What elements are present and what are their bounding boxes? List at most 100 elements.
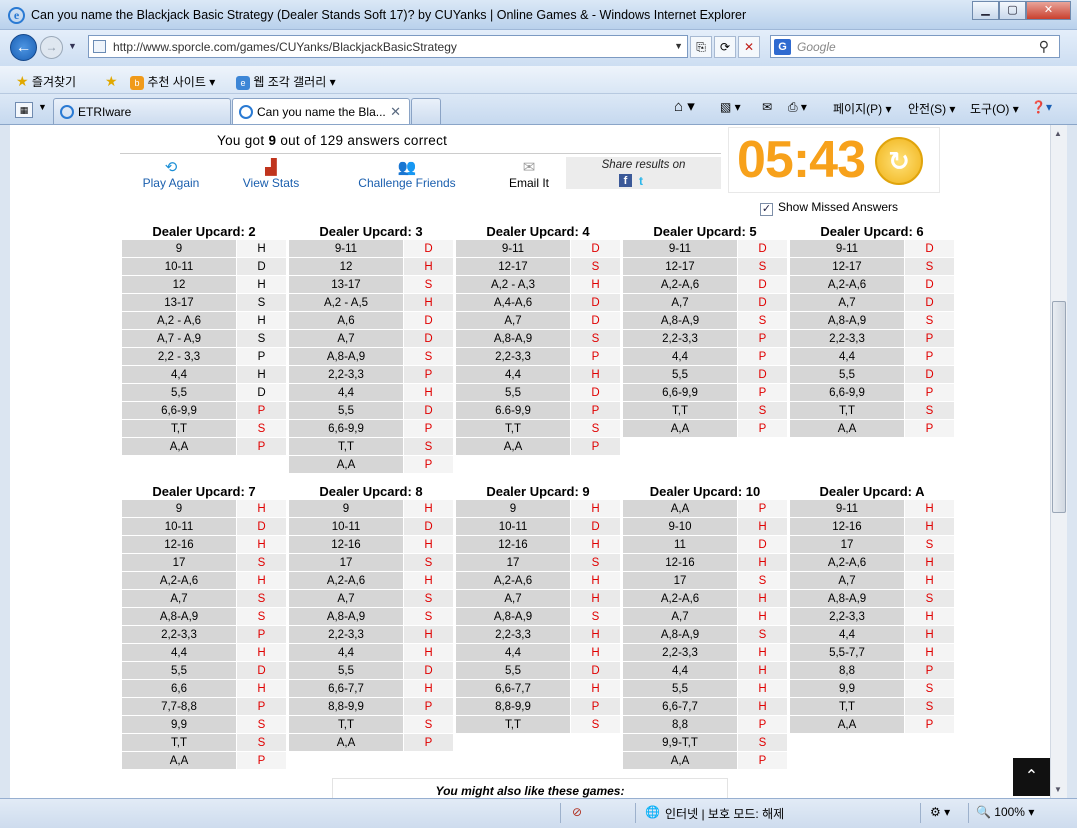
replay-icon[interactable]: ↻: [875, 137, 923, 185]
address-dropdown-icon[interactable]: ▼: [674, 41, 683, 51]
action-cell: S: [905, 402, 954, 419]
table-row: 6,6 H: [122, 680, 286, 698]
address-url[interactable]: http://www.sporcle.com/games/CUYanks/Bla…: [113, 40, 457, 54]
action-cell: S: [237, 420, 286, 437]
action-cell: H: [404, 294, 453, 311]
action-cell: H: [404, 536, 453, 553]
action-cell: D: [237, 258, 286, 275]
table-row: A,7 S: [289, 590, 453, 608]
forward-button[interactable]: →: [40, 36, 63, 59]
table-row: 12 H: [289, 258, 453, 276]
hand-cell: 9,9-T,T: [623, 734, 738, 751]
table-row: A,2-A,6 H: [790, 554, 954, 572]
action-cell: P: [738, 752, 787, 769]
hand-cell: 2,2-3,3: [623, 644, 738, 661]
action-cell: S: [905, 590, 954, 607]
score-text: You got 9 out of 129 answers correct: [217, 133, 448, 148]
search-box[interactable]: G Google ⚲: [770, 35, 1060, 58]
action-cell: D: [571, 240, 620, 257]
strategy-table: Dealer Upcard: 3 9-11 D 12 H 13-17 S A,2 - A,5 H…: [289, 223, 453, 474]
suggested-sites-link[interactable]: b 추천 사이트 ▾: [130, 73, 215, 90]
hand-cell: 2,2-3,3: [790, 330, 905, 347]
scrollbar-thumb[interactable]: [1052, 301, 1066, 513]
action-cell: D: [905, 240, 954, 257]
close-window-button[interactable]: ✕: [1026, 1, 1071, 20]
hand-cell: 4,4: [623, 348, 738, 365]
refresh-icon[interactable]: ⟳: [714, 36, 736, 58]
action-cell: S: [571, 608, 620, 625]
facebook-icon[interactable]: f: [619, 174, 632, 187]
tools-menu[interactable]: 도구(O) ▾: [970, 102, 1019, 116]
action-cell: S: [237, 294, 286, 311]
play-again-link[interactable]: ⟲ Play Again: [137, 158, 205, 190]
hand-cell: A,2 - A,3: [456, 276, 571, 293]
table-row: A,A P: [623, 420, 787, 438]
help-icon[interactable]: ❓▾: [1031, 100, 1052, 114]
hand-cell: 11: [623, 536, 738, 553]
table-row: 6,6-7,7 H: [623, 698, 787, 716]
view-stats-link[interactable]: ▟ View Stats: [238, 158, 304, 190]
show-missed-checkbox[interactable]: ✓ Show Missed Answers: [760, 200, 899, 216]
tab-sporcle[interactable]: Can you name the Bla... ✕: [232, 98, 410, 124]
checkbox-checked-icon[interactable]: ✓: [760, 203, 773, 216]
hand-cell: A,7: [623, 294, 738, 311]
address-bar[interactable]: http://www.sporcle.com/games/CUYanks/Bla…: [88, 35, 688, 58]
feeds-icon[interactable]: ▧ ▾: [720, 100, 741, 114]
minimize-button[interactable]: ▁: [972, 1, 999, 20]
search-icon[interactable]: ⚲: [1038, 38, 1049, 54]
tab-etriware[interactable]: ETRIware: [53, 98, 231, 124]
hand-cell: 2,2-3,3: [456, 626, 571, 643]
challenge-friends-link[interactable]: 👥 Challenge Friends: [352, 158, 462, 190]
quick-tabs-icon[interactable]: ▦: [15, 102, 33, 118]
action-cell: S: [571, 258, 620, 275]
tab-list-dropdown-icon[interactable]: ▼: [38, 102, 47, 112]
hand-cell: 12: [289, 258, 404, 275]
scroll-up-icon[interactable]: ▲: [1054, 129, 1062, 138]
hand-cell: A,2 - A,5: [289, 294, 404, 311]
hand-cell: 4,4: [122, 644, 237, 661]
vertical-scrollbar[interactable]: ▲ ▼: [1050, 125, 1067, 798]
hand-cell: 5,5: [456, 662, 571, 679]
popup-settings-icon[interactable]: ⚙ ▾: [930, 805, 951, 819]
hand-cell: 8,8: [790, 662, 905, 679]
strategy-table: Dealer Upcard: A 9-11 H 12-16 H 17 S A,2-A,6 H A,…: [790, 483, 954, 734]
table-title: Dealer Upcard: 3: [319, 224, 423, 239]
table-row: 5,5 H: [623, 680, 787, 698]
home-icon[interactable]: ⌂ ▾: [674, 98, 695, 115]
ie-tab-icon: [239, 105, 253, 119]
print-icon[interactable]: ⎙ ▾: [788, 100, 807, 114]
hand-cell: 5,5: [122, 384, 237, 401]
scroll-down-icon[interactable]: ▼: [1054, 785, 1062, 794]
email-it-link[interactable]: ✉ Email It: [502, 158, 556, 190]
table-row: 17 S: [456, 554, 620, 572]
compatibility-icon[interactable]: ⎘: [690, 36, 712, 58]
stop-icon[interactable]: ✕: [738, 36, 760, 58]
scroll-to-top-button[interactable]: ⌃: [1013, 758, 1050, 796]
search-placeholder[interactable]: Google: [797, 40, 836, 54]
maximize-button[interactable]: ▢: [999, 1, 1026, 20]
table-row: A,7 H: [790, 572, 954, 590]
hand-cell: 6,6-7,7: [289, 680, 404, 697]
new-tab-button[interactable]: [411, 98, 441, 124]
table-row: 10-11 D: [122, 518, 286, 536]
action-cell: S: [738, 312, 787, 329]
action-cell: H: [404, 626, 453, 643]
favorites-button[interactable]: ★ 즐겨찾기: [16, 73, 77, 89]
safety-menu[interactable]: 안전(S) ▾: [908, 102, 956, 116]
history-dropdown-icon[interactable]: ▼: [68, 41, 77, 51]
hand-cell: A,8-A,9: [456, 608, 571, 625]
back-button[interactable]: ←: [10, 34, 37, 61]
read-mail-icon[interactable]: ✉: [762, 100, 773, 114]
twitter-icon[interactable]: t: [639, 174, 643, 188]
table-row: T,T S: [456, 716, 620, 734]
hand-cell: 9: [289, 500, 404, 517]
hand-cell: 6,6-7,7: [456, 680, 571, 697]
add-favorite-icon[interactable]: ★: [105, 73, 118, 89]
close-tab-icon[interactable]: ✕: [390, 104, 401, 119]
web-slice-gallery-link[interactable]: e 웹 조각 갤러리 ▾: [236, 73, 336, 90]
page-menu[interactable]: 페이지(P) ▾: [833, 102, 892, 116]
hand-cell: 5,5: [289, 662, 404, 679]
table-row: 6.6-9,9 P: [456, 402, 620, 420]
zoom-control[interactable]: 🔍 100% ▾: [976, 805, 1035, 819]
table-row: 5,5 D: [122, 384, 286, 402]
